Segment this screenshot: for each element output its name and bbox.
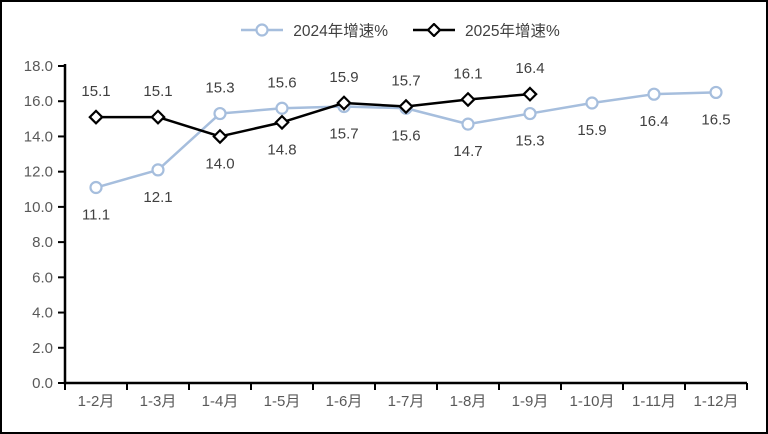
data-point-diamond-marker — [274, 114, 290, 131]
y-axis-tick-label: 6.0 — [32, 269, 53, 286]
x-axis-category-label: 1-8月 — [450, 393, 487, 410]
x-axis-category-label: 1-5月 — [264, 393, 301, 410]
legend-item-2024: 2024年增速% — [240, 19, 388, 41]
data-point-diamond-marker — [212, 128, 228, 145]
data-point-diamond-marker — [522, 86, 538, 102]
y-axis-tick-label: 16.0 — [24, 93, 53, 110]
data-point-value-label: 15.1 — [143, 83, 172, 100]
x-axis-category-label: 1-3月 — [140, 393, 177, 410]
y-axis-tick-label: 10.0 — [24, 199, 53, 216]
data-point-diamond-marker — [398, 98, 414, 115]
data-point-circle-marker — [151, 163, 165, 177]
data-point-value-label: 14.0 — [205, 155, 234, 172]
data-point-circle-marker — [461, 117, 475, 131]
data-point-value-label: 15.7 — [391, 73, 420, 90]
data-point-value-label: 12.1 — [143, 189, 172, 206]
data-point-circle-marker — [213, 106, 227, 121]
x-axis-category-label: 1-7月 — [388, 393, 425, 410]
data-point-circle-marker — [585, 96, 599, 110]
y-axis-tick-label: 4.0 — [32, 305, 53, 322]
legend-item-2025: 2025年增速% — [412, 19, 560, 41]
data-point-diamond-marker — [150, 109, 166, 125]
data-point-value-label: 15.9 — [577, 122, 606, 139]
data-point-value-label: 15.7 — [329, 126, 358, 143]
data-point-value-label: 16.4 — [639, 113, 668, 130]
data-point-diamond-marker — [336, 95, 352, 111]
x-axis-category-label: 1-6月 — [326, 393, 363, 410]
data-point-value-label: 15.9 — [329, 69, 358, 86]
chart-legend: 2024年增速% 2025年增速% — [18, 19, 766, 41]
data-point-value-label: 15.3 — [515, 133, 544, 150]
legend-line-diamond-icon — [413, 23, 455, 37]
x-axis-category-label: 1-11月 — [632, 393, 676, 410]
x-axis-category-label: 1-10月 — [569, 393, 614, 410]
x-axis-category-label: 1-4月 — [202, 393, 239, 410]
y-axis-tick-label: 8.0 — [32, 234, 53, 251]
y-axis-tick-label: 14.0 — [24, 128, 53, 145]
data-labels-2025年增速%: 15.1 15.1 14.0 14.8 15.9 15.7 16.1 16.4 — [81, 60, 544, 172]
data-point-value-label: 16.5 — [701, 111, 730, 128]
series-2025年增速% — [88, 86, 538, 145]
x-axis-category-label: 1-9月 — [512, 393, 549, 410]
data-point-diamond-marker — [460, 91, 476, 108]
data-point-value-label: 14.8 — [267, 141, 296, 158]
axes: 0.0 2.0 4.0 6.0 8.0 10.0 12.0 14.0 16.0 18.0 1-2月 1… — [24, 58, 748, 410]
data-point-value-label: 15.1 — [81, 83, 110, 100]
data-point-value-label: 14.7 — [453, 143, 482, 160]
data-point-circle-marker — [709, 85, 723, 100]
data-point-diamond-marker — [88, 109, 104, 125]
legend-line-circle-icon — [241, 23, 284, 37]
data-point-value-label: 15.6 — [391, 127, 420, 144]
data-point-value-label: 16.1 — [453, 65, 482, 82]
y-axis-tick-label: 0.0 — [32, 375, 53, 392]
data-point-value-label: 15.6 — [267, 74, 296, 91]
y-axis-tick-label: 12.0 — [24, 164, 53, 181]
x-axis-category-label: 1-12月 — [693, 393, 738, 410]
legend-label-2025: 2025年增速% — [465, 23, 560, 40]
legend-label-2024: 2024年增速% — [293, 23, 388, 40]
data-point-value-label: 15.3 — [205, 80, 234, 97]
data-point-circle-marker — [89, 180, 103, 195]
y-axis-tick-label: 2.0 — [32, 340, 53, 357]
x-axis-category-label: 1-2月 — [78, 393, 115, 410]
data-labels-2024年增速%: 11.1 12.1 15.3 15.6 15.7 15.6 14.7 15.3 15.9 16.4… — [82, 74, 731, 223]
data-point-circle-marker — [275, 101, 289, 115]
data-point-value-label: 11.1 — [82, 207, 110, 224]
data-point-circle-marker — [523, 106, 537, 121]
data-point-value-label: 16.4 — [515, 60, 544, 77]
y-axis-tick-label: 18.0 — [24, 58, 53, 75]
data-point-circle-marker — [647, 87, 661, 101]
